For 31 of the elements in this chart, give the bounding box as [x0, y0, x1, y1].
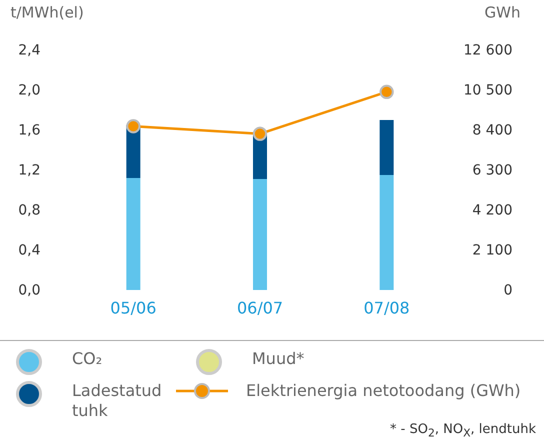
y-tick-label: 0,8 [18, 202, 40, 218]
point [380, 84, 394, 100]
y-tick-label: 1,2 [18, 162, 40, 178]
y-tick-label: 0,0 [18, 282, 40, 298]
y-tick-label: 1,6 [18, 122, 41, 138]
x-tick-label: 06/07 [236, 298, 284, 318]
y-axis-title: t/MWh(el) [10, 4, 84, 22]
y-tick-label: 2,4 [18, 42, 41, 58]
bar [380, 120, 394, 175]
y2-tick-label: 2 100 [472, 242, 512, 258]
y2-tick-label: 0 [504, 282, 512, 298]
legend-label: Muud* [252, 349, 304, 369]
bar [126, 178, 140, 290]
bar [253, 179, 267, 290]
y-tick-label: 2,0 [18, 82, 40, 98]
bar [380, 175, 394, 290]
y-tick-label: 0,4 [18, 242, 41, 258]
y2-tick-label: 12 600 [464, 42, 512, 58]
y2-tick-label: 4 200 [472, 202, 512, 218]
text: * - SO$_{2}$, NO$_{X}$, lendtuhk [390, 422, 536, 440]
point [126, 119, 140, 134]
y2-tick-label: 8 400 [472, 122, 512, 138]
point [252, 126, 268, 141]
x-tick-label: 05/06 [110, 298, 156, 318]
x-tick-label: 07/08 [364, 298, 410, 318]
y2-tick-label: 6 300 [472, 162, 512, 178]
legend-label: CO₂ [72, 349, 102, 369]
legend-label: Elektrienergia netotoodang (GWh) [246, 381, 521, 401]
y2-axis-title: GWh [484, 4, 520, 22]
legend-label: Ladestatud tuhk [72, 381, 163, 421]
y2-tick-label: 10 500 [464, 82, 512, 98]
